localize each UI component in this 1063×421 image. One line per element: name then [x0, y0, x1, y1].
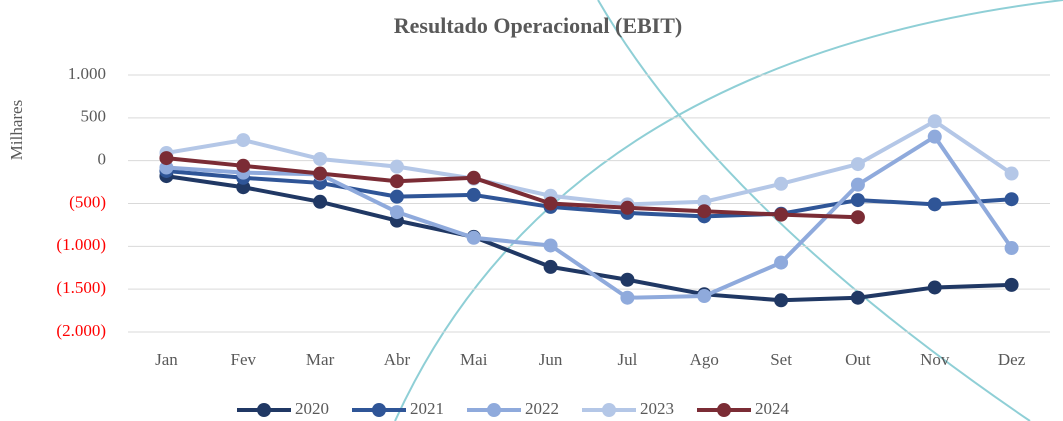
point	[236, 133, 251, 148]
point	[774, 207, 789, 222]
legend-marker	[487, 403, 501, 417]
decor-arc	[597, 0, 1031, 421]
x-tick-label: Nov	[920, 350, 950, 369]
point	[1004, 241, 1019, 256]
point	[620, 272, 635, 287]
series-line	[166, 119, 1013, 207]
point	[159, 151, 174, 166]
legend-marker	[717, 403, 731, 417]
x-tick-label: Fev	[231, 350, 257, 369]
legend-label: 2020	[295, 399, 329, 418]
x-tick-label: Abr	[384, 350, 411, 369]
point	[389, 159, 404, 174]
series-line	[166, 168, 1012, 219]
point	[466, 170, 481, 185]
series-line	[166, 174, 1012, 303]
point	[850, 177, 865, 192]
point	[389, 189, 404, 204]
y-tick-label: 500	[81, 107, 107, 126]
point	[850, 157, 865, 172]
point	[774, 255, 789, 270]
x-tick-label: Out	[845, 350, 871, 369]
y-axis-label: Milhares	[7, 100, 26, 160]
legend-marker	[602, 403, 616, 417]
point	[313, 166, 328, 181]
x-tick-label: Jan	[155, 350, 178, 369]
point	[389, 205, 404, 220]
point	[620, 200, 635, 215]
point	[697, 204, 712, 219]
series-line	[166, 156, 858, 220]
point	[927, 129, 942, 144]
point	[850, 193, 865, 208]
point	[466, 187, 481, 202]
legend-label: 2022	[525, 399, 559, 418]
y-tick-label: 0	[98, 150, 107, 169]
point	[850, 290, 865, 305]
x-tick-label: Mai	[460, 350, 488, 369]
point	[927, 114, 942, 129]
point	[466, 230, 481, 245]
point	[389, 174, 404, 189]
point	[313, 194, 328, 209]
point	[774, 293, 789, 308]
point	[697, 289, 712, 304]
y-tick-label: (1.000)	[56, 235, 106, 254]
point	[313, 151, 328, 166]
point	[620, 290, 635, 305]
point	[1004, 166, 1019, 181]
point	[1004, 277, 1019, 292]
legend-label: 2021	[410, 399, 444, 418]
x-tick-label: Jul	[617, 350, 637, 369]
point	[850, 210, 865, 225]
point	[927, 280, 942, 295]
y-tick-label: 1.000	[68, 64, 106, 83]
legend-label: 2024	[755, 399, 790, 418]
y-tick-label: (500)	[69, 192, 106, 211]
legend-marker	[257, 403, 271, 417]
chart-title: Resultado Operacional (EBIT)	[394, 13, 682, 38]
y-tick-label: (1.500)	[56, 278, 106, 297]
point	[1004, 192, 1019, 207]
point	[543, 259, 558, 274]
point	[774, 176, 789, 191]
legend-label: 2023	[640, 399, 674, 418]
point	[543, 238, 558, 253]
x-tick-label: Dez	[998, 350, 1026, 369]
decor-arc	[394, 0, 1063, 421]
x-tick-label: Ago	[690, 350, 719, 369]
legend-marker	[372, 403, 386, 417]
x-tick-label: Set	[770, 350, 792, 369]
x-tick-label: Mar	[306, 350, 335, 369]
y-tick-label: (2.000)	[56, 321, 106, 340]
x-tick-label: Jun	[539, 350, 563, 369]
point	[543, 196, 558, 211]
point	[236, 158, 251, 173]
point	[927, 197, 942, 212]
